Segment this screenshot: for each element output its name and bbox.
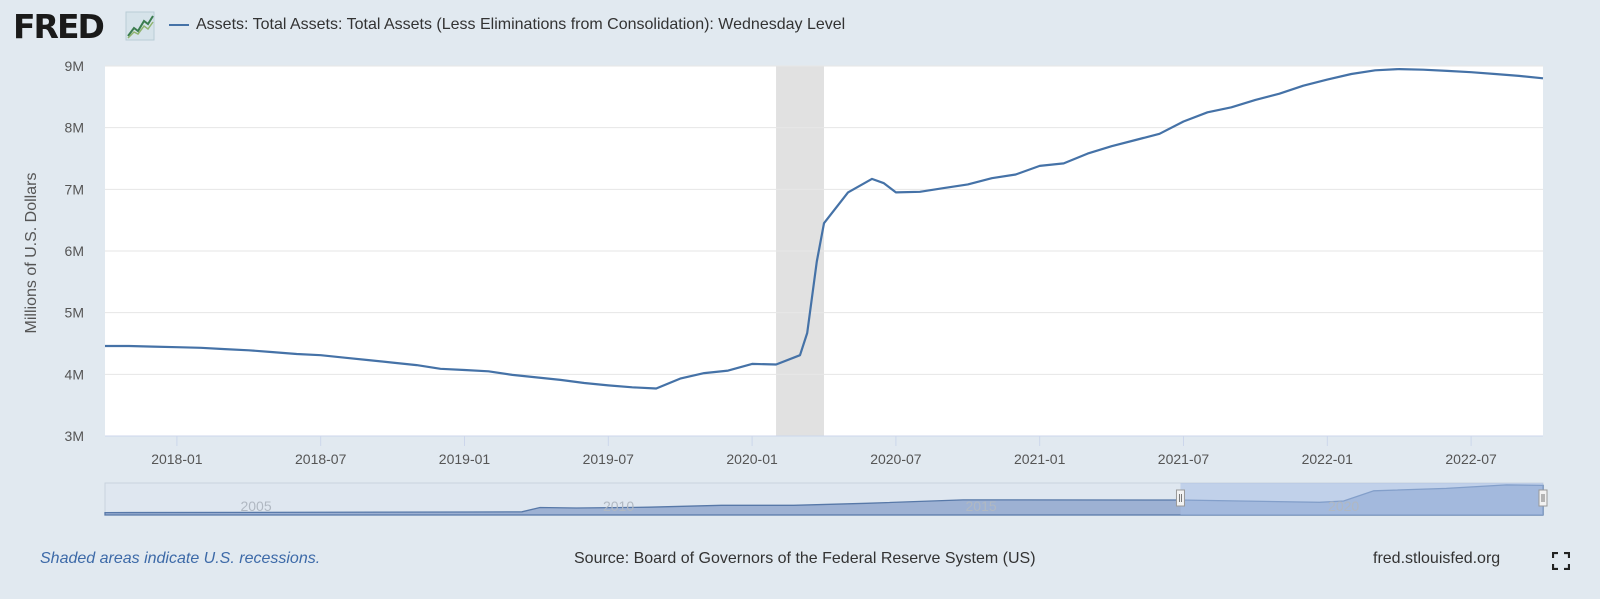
legend-line-swatch [169,24,189,26]
navigator-selection[interactable] [1180,483,1543,515]
chart-header: FRED Assets: Total Assets: Total Assets … [0,0,1600,54]
navigator-year-label: 2020 [1328,498,1359,514]
x-tick-label: 2020-01 [726,451,778,467]
navigator-year-label: 2015 [966,498,997,514]
x-tick-label: 2021-07 [1158,451,1210,467]
site-link[interactable]: fred.stlouisfed.org [1373,550,1501,567]
fred-logo[interactable]: FRED [13,7,105,46]
navigator-handle[interactable] [1538,489,1548,507]
y-axis-title: Millions of U.S. Dollars [23,173,40,334]
source-text: Source: Board of Governors of the Federa… [574,550,1036,567]
x-tick-label: 2022-07 [1445,451,1497,467]
recession-note: Shaded areas indicate U.S. recessions. [40,550,321,567]
y-tick-label: 3M [65,428,84,444]
x-tick-label: 2018-07 [295,451,347,467]
y-tick-label: 4M [65,366,84,382]
fred-logo-graph-icon [125,11,155,41]
y-tick-label: 9M [65,58,84,74]
y-tick-label: 8M [65,120,84,136]
y-tick-label: 6M [65,243,84,259]
x-tick-label: 2019-01 [439,451,491,467]
navigator-year-label: 2010 [603,498,634,514]
series-line[interactable] [105,67,1544,390]
x-tick-label: 2021-01 [1014,451,1066,467]
x-tick-label: 2022-01 [1302,451,1354,467]
navigator-year-label: 2005 [240,498,271,514]
y-tick-label: 7M [65,181,84,197]
x-tick-label: 2018-01 [151,451,203,467]
legend-label: Assets: Total Assets: Total Assets (Less… [196,16,846,33]
x-tick-label: 2019-07 [583,451,635,467]
fullscreen-icon[interactable] [1552,552,1570,570]
navigator-handle[interactable] [1175,489,1185,507]
chart-legend[interactable]: Assets: Total Assets: Total Assets (Less… [169,16,845,34]
y-tick-label: 5M [65,305,84,321]
chart-area: 3M 4M 5M 6M 7M 8M 9M 2018-01 2018-07 2019-01 2019-… [23,58,1548,516]
x-tick-label: 2020-07 [870,451,922,467]
